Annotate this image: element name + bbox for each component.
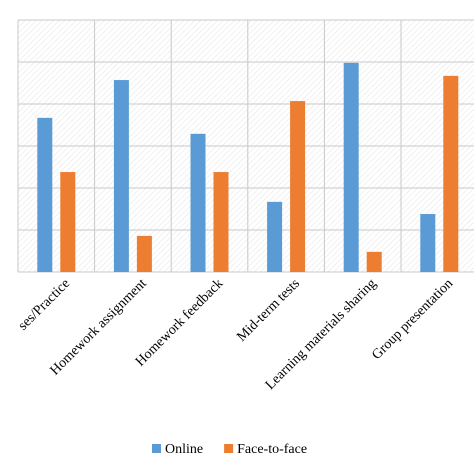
bar <box>190 133 206 272</box>
x-tick-label: Mid-term tests <box>234 276 303 345</box>
legend-swatch <box>224 444 234 453</box>
bar <box>267 201 283 272</box>
bar <box>213 172 229 272</box>
bar <box>366 251 382 272</box>
bar <box>37 117 53 272</box>
x-tick-label: ses/Practice <box>16 276 73 333</box>
bar <box>60 172 76 272</box>
x-tick-label: Group presentation <box>369 276 456 363</box>
bar <box>136 235 152 272</box>
legend-label: Face-to-face <box>237 442 307 457</box>
legend-label: Online <box>165 442 203 457</box>
bar <box>420 214 436 272</box>
bar <box>113 80 129 272</box>
legend-swatch <box>152 444 161 453</box>
bar <box>343 62 359 273</box>
bar <box>290 101 306 272</box>
bar <box>443 75 459 272</box>
x-tick-label: Homework feedback <box>133 276 226 369</box>
